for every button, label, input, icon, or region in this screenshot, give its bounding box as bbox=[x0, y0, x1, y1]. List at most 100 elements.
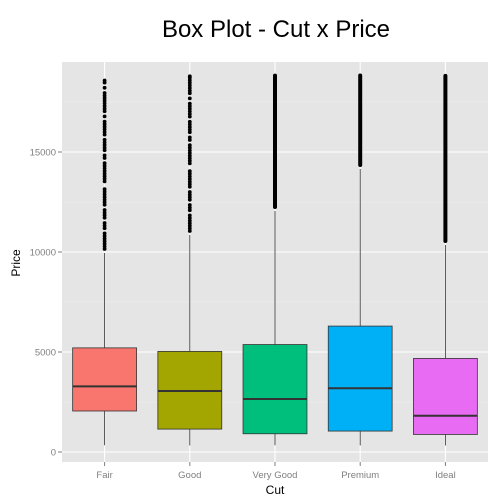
outlier-point bbox=[102, 202, 107, 207]
outlier-point bbox=[187, 91, 192, 96]
outlier-point bbox=[187, 171, 192, 176]
box-ideal bbox=[413, 73, 478, 446]
outlier-point bbox=[187, 203, 192, 207]
outlier-point bbox=[102, 153, 107, 158]
outlier-point bbox=[187, 114, 192, 119]
outlier-point bbox=[187, 156, 192, 161]
y-axis-title: Price bbox=[9, 249, 23, 277]
outlier-point bbox=[187, 109, 192, 114]
outlier-point bbox=[102, 91, 107, 95]
outlier-point bbox=[102, 85, 107, 90]
outlier-point bbox=[102, 192, 107, 197]
outlier-point bbox=[187, 135, 192, 140]
outlier-point bbox=[187, 83, 192, 88]
chart-title: Box Plot - Cut x Price bbox=[162, 16, 390, 43]
outlier-point bbox=[102, 143, 107, 147]
outlier-point bbox=[102, 93, 107, 98]
outlier-point bbox=[102, 239, 107, 244]
box-very-good bbox=[242, 73, 308, 446]
outlier-point bbox=[187, 182, 192, 187]
x-tick-label: Good bbox=[178, 470, 201, 481]
y-tick-label: 0 bbox=[51, 448, 56, 459]
box-series bbox=[72, 73, 478, 446]
outlier-point bbox=[187, 138, 192, 142]
outlier-point bbox=[187, 195, 192, 200]
outlier-point bbox=[102, 140, 107, 145]
outlier-point bbox=[187, 125, 192, 129]
outlier-point bbox=[102, 101, 107, 106]
x-axis-title: Cut bbox=[266, 483, 285, 497]
outlier-point bbox=[187, 226, 192, 231]
outlier-point bbox=[187, 119, 192, 124]
outlier-point bbox=[187, 161, 192, 166]
outlier-point bbox=[187, 223, 192, 228]
outlier-point bbox=[102, 98, 107, 103]
outlier-point bbox=[102, 106, 107, 111]
outlier-point bbox=[102, 104, 107, 108]
outlier-point bbox=[187, 221, 192, 226]
y-axis: 0 5000 10000 15000 bbox=[30, 148, 62, 459]
outlier-point bbox=[187, 205, 192, 210]
outlier-point bbox=[187, 86, 192, 90]
outlier-point bbox=[102, 244, 107, 249]
outlier-point bbox=[187, 148, 192, 153]
y-tick-label: 15000 bbox=[30, 148, 56, 159]
outlier-point bbox=[102, 208, 107, 212]
outlier-point bbox=[102, 234, 107, 238]
outlier-point bbox=[187, 101, 192, 106]
outlier-point bbox=[102, 127, 107, 132]
outlier-point bbox=[187, 74, 192, 79]
outlier-point bbox=[187, 122, 192, 127]
outlier-point bbox=[102, 236, 107, 241]
outlier-point bbox=[102, 187, 107, 192]
outlier-point bbox=[187, 78, 192, 83]
outliers bbox=[187, 74, 192, 233]
box-body bbox=[242, 344, 308, 435]
outlier-point bbox=[187, 80, 192, 85]
outlier-point bbox=[102, 189, 107, 194]
outlier-point bbox=[102, 174, 107, 179]
box-body bbox=[72, 347, 137, 412]
outlier-point bbox=[102, 148, 107, 153]
outlier-point bbox=[187, 177, 192, 181]
outlier-point bbox=[102, 197, 107, 202]
box-fair bbox=[72, 78, 137, 446]
box-body bbox=[327, 325, 393, 432]
outlier-point bbox=[102, 137, 107, 142]
outlier-point bbox=[187, 130, 192, 135]
outlier-point bbox=[187, 216, 192, 220]
outlier-point bbox=[102, 130, 107, 134]
box-premium bbox=[327, 73, 393, 446]
outlier-point bbox=[187, 127, 192, 132]
outlier-point bbox=[187, 112, 192, 116]
outlier-point bbox=[187, 218, 192, 223]
outlier-point bbox=[187, 153, 192, 158]
outlier-point bbox=[102, 179, 107, 184]
outlier-point bbox=[187, 145, 192, 150]
outlier-point bbox=[102, 176, 107, 181]
outlier-point bbox=[102, 200, 107, 205]
outlier-point bbox=[102, 161, 107, 166]
outlier-point bbox=[187, 229, 192, 233]
outlier-point bbox=[187, 179, 192, 184]
outlier-point bbox=[102, 231, 107, 236]
outlier-point bbox=[187, 106, 192, 111]
x-tick-label: Very Good bbox=[253, 470, 298, 481]
outlier-point bbox=[102, 195, 107, 199]
outlier-point bbox=[187, 88, 192, 93]
outlier-point bbox=[102, 114, 107, 119]
outlier-point bbox=[102, 109, 107, 114]
outlier-point bbox=[102, 241, 107, 246]
outlier-point bbox=[187, 208, 192, 213]
outlier-point bbox=[187, 151, 192, 155]
outlier-point bbox=[102, 210, 107, 215]
outlier-point bbox=[102, 119, 107, 124]
outlier-point bbox=[187, 213, 192, 218]
x-tick-label: Ideal bbox=[435, 470, 456, 481]
outlier-point bbox=[187, 143, 192, 148]
y-tick-label: 10000 bbox=[30, 248, 56, 259]
outlier-point bbox=[102, 122, 107, 127]
outlier-point bbox=[187, 174, 192, 179]
box-good bbox=[157, 74, 223, 446]
